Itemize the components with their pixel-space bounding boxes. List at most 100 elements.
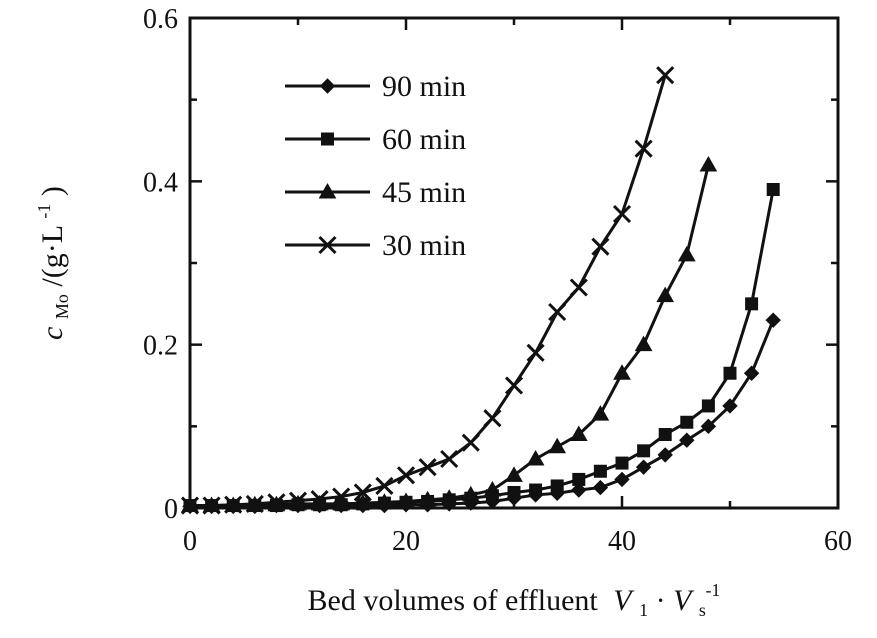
- data-point-triangle: [505, 466, 523, 482]
- data-point-diamond: [743, 365, 760, 381]
- data-point-triangle: [699, 155, 718, 172]
- data-point-x: [548, 302, 567, 322]
- data-point-square: [593, 464, 607, 478]
- plot-border: [188, 16, 840, 510]
- data-point-diamond: [765, 312, 781, 328]
- data-point-x: [440, 449, 459, 469]
- legend: 90 min 60 min 45 min 30 min: [285, 70, 466, 262]
- y-axis-title: c Mo /(g·L -1 ): [24, 186, 75, 340]
- data-point-x: [612, 204, 632, 224]
- data-point-triangle: [656, 286, 675, 303]
- legend-label: 90 min: [382, 70, 466, 103]
- data-point-triangle: [569, 425, 588, 441]
- y-axis-close: ): [36, 186, 69, 196]
- data-point-square: [745, 297, 759, 311]
- data-point-x: [353, 483, 372, 502]
- y-tick-label: 0.6: [143, 4, 178, 35]
- data-point-square: [766, 183, 780, 196]
- data-point-diamond: [592, 479, 609, 496]
- data-point-x: [461, 433, 480, 452]
- y-tick-label: 0: [164, 494, 178, 525]
- series-layer: [180, 66, 781, 515]
- data-point-diamond: [657, 447, 673, 463]
- data-point-x: [569, 278, 588, 297]
- legend-label: 60 min: [382, 123, 466, 156]
- x-axis-exp: -1: [705, 580, 720, 600]
- data-point-x: [526, 343, 545, 362]
- data-point-diamond: [679, 432, 695, 448]
- x-tick-label: 40: [608, 526, 636, 557]
- data-point-x: [483, 409, 502, 428]
- legend-marker-triangle: [318, 182, 337, 199]
- legend-label: 30 min: [382, 229, 466, 262]
- data-point-square: [680, 415, 694, 429]
- legend-marker-square: [321, 132, 334, 146]
- x-axis-dot: ·: [656, 584, 666, 617]
- data-point-x: [224, 495, 243, 514]
- data-point-diamond: [571, 482, 587, 498]
- series-90-min: [182, 312, 781, 515]
- legend-item: 60 min: [285, 123, 466, 156]
- legend-label: 45 min: [382, 176, 466, 209]
- series-line: [190, 189, 775, 508]
- data-point-x: [310, 489, 329, 509]
- data-point-triangle: [548, 437, 567, 454]
- data-point-diamond: [700, 418, 717, 435]
- data-point-triangle: [332, 494, 351, 511]
- x-tick-label: 0: [183, 526, 197, 557]
- data-point-square: [701, 399, 715, 413]
- data-point-triangle: [440, 489, 459, 505]
- legend-marker-diamond: [319, 78, 336, 94]
- series-60-min: [183, 183, 780, 513]
- y-axis-sub: Mo: [52, 294, 72, 319]
- data-point-triangle: [461, 485, 480, 502]
- y-axis-unit: /(g·L: [36, 226, 69, 287]
- data-point-triangle: [677, 245, 696, 262]
- data-point-square: [572, 472, 586, 486]
- y-tick-label: 0.2: [143, 331, 178, 362]
- data-point-diamond: [635, 459, 652, 475]
- x-axis-v2-sub: s: [699, 600, 706, 620]
- data-point-triangle: [483, 481, 502, 497]
- data-point-x: [202, 496, 221, 515]
- data-point-square: [529, 483, 543, 497]
- legend-item: 30 min: [285, 229, 466, 262]
- plot-area: [188, 16, 840, 510]
- data-point-square: [723, 366, 737, 380]
- data-point-x: [656, 66, 675, 85]
- axis-tick-labels: 0 20 40 60 0 0.2 0.4 0.6: [143, 4, 852, 557]
- data-point-square: [658, 428, 672, 441]
- data-point-diamond: [614, 471, 630, 488]
- data-point-x: [591, 237, 610, 256]
- x-axis-label-text: Bed volumes of effluent: [308, 584, 599, 617]
- data-point-x: [396, 466, 416, 485]
- x-tick-label: 60: [824, 526, 852, 557]
- data-point-triangle: [591, 405, 610, 421]
- data-point-x: [245, 494, 264, 513]
- data-point-x: [332, 487, 351, 506]
- data-point-triangle: [613, 364, 631, 380]
- data-point-triangle: [634, 335, 653, 352]
- legend-item: 45 min: [285, 176, 466, 209]
- data-point-x: [504, 376, 524, 395]
- data-point-x: [418, 458, 437, 477]
- data-point-square: [550, 479, 564, 493]
- series-line: [190, 319, 775, 508]
- data-point-x: [288, 491, 308, 510]
- data-point-triangle: [418, 490, 437, 507]
- x-axis-title: Bed volumes of effluent V 1 · V s -1: [308, 580, 721, 623]
- data-point-triangle: [526, 449, 545, 466]
- y-axis-exp: -1: [34, 204, 54, 219]
- data-point-x: [267, 493, 286, 512]
- series-30-min: [180, 66, 675, 515]
- y-axis-var: c: [36, 327, 69, 340]
- data-point-x: [634, 139, 653, 158]
- data-point-triangle: [353, 494, 372, 510]
- y-tick-label: 0.4: [143, 167, 178, 198]
- data-point-triangle: [397, 492, 415, 508]
- x-axis-v1-sub: 1: [639, 600, 648, 620]
- x-axis-v2: V: [673, 584, 695, 617]
- legend-item: 90 min: [285, 70, 466, 103]
- series-line: [190, 164, 710, 508]
